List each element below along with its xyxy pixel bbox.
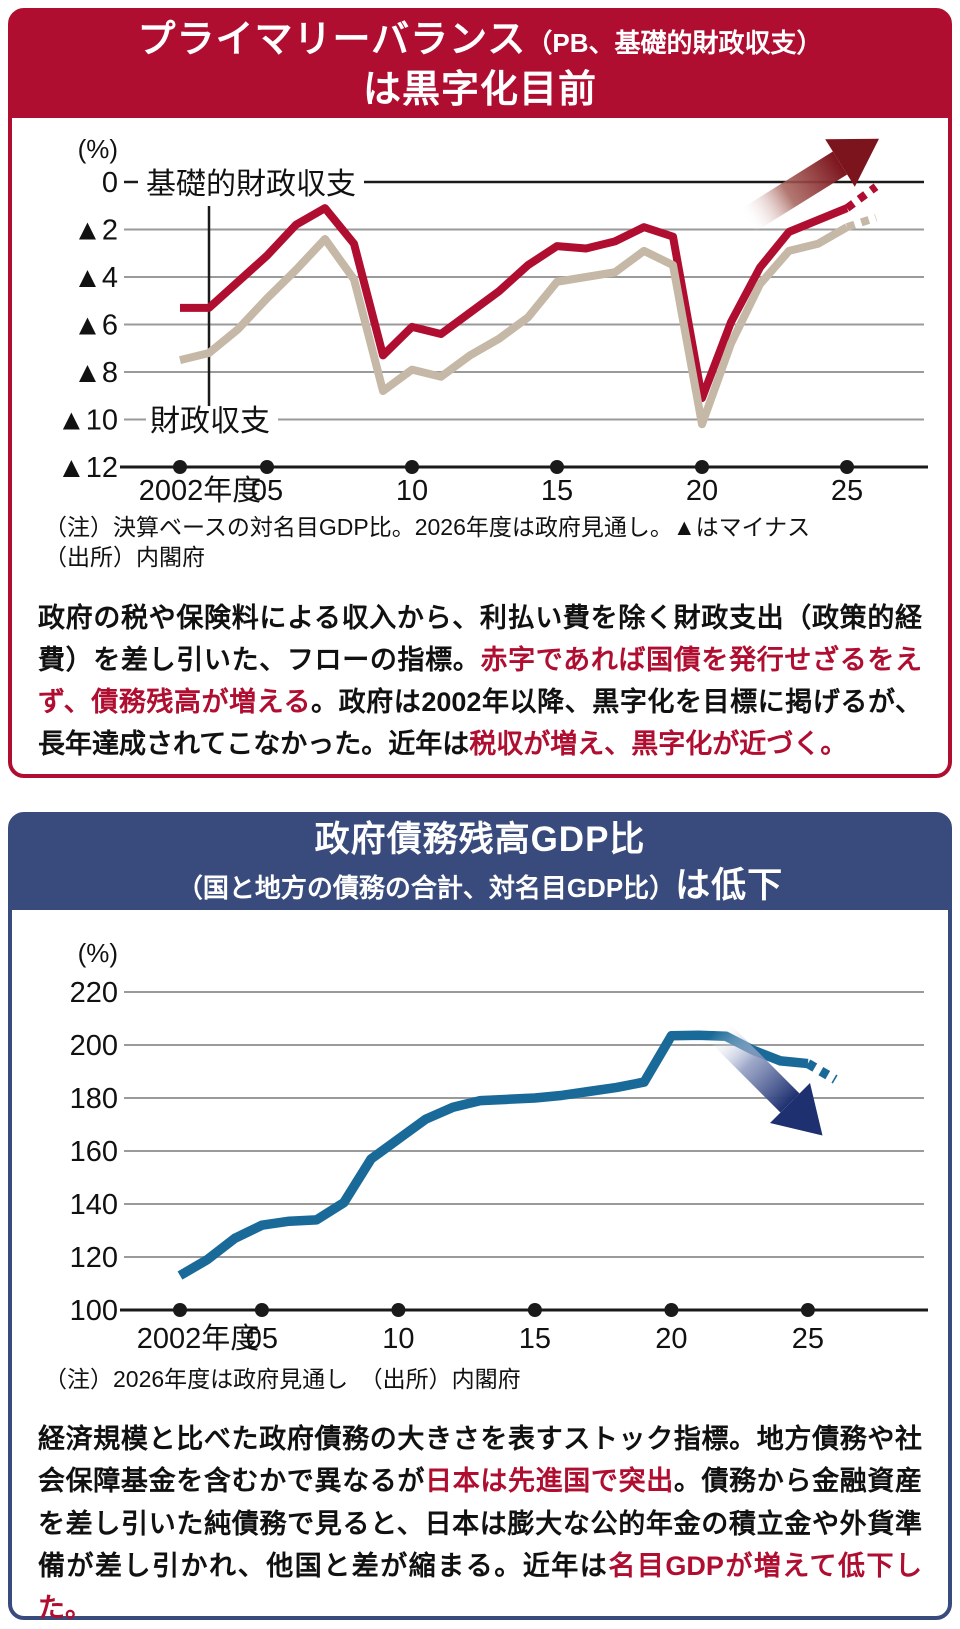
description-segment: 赤字であれば国債を発行せざるをえず、債務残高が増える (38, 644, 923, 717)
y-tick-label: 160 (70, 1136, 118, 1168)
description-segment: 政府の税や保険料による収入から、利払い費を除く財政支出（政策的経費）を差し引いた… (38, 602, 922, 675)
y-tick-label: 220 (70, 977, 118, 1009)
surplus-trend-arrow-icon (739, 138, 879, 233)
panel1-title-line2: は黒字化目前 (362, 69, 597, 111)
x-tick-label: 20 (686, 475, 718, 507)
chart1-note: （注）決算ベースの対名目GDP比。2026年度は政府見通し。▲はマイナス （出所… (44, 512, 948, 573)
x-tick-dot (173, 460, 187, 474)
y-tick-label: 140 (70, 1189, 118, 1221)
x-tick-label: 25 (792, 1323, 824, 1355)
x-tick-label: 15 (519, 1323, 551, 1355)
panel2-description: 経済規模と比べた政府債務の大きさを表すストック指標。地方債務や社会保障基金を含む… (38, 1418, 922, 1629)
primary-balance-panel: プライマリーバランス（PB、基礎的財政収支） は黒字化目前 0 ▲2 ▲4 ▲6 ▲8 ▲… (8, 8, 952, 778)
x-tick-dot (664, 1303, 679, 1317)
data-line (179, 223, 849, 429)
y-tick-label: 100 (70, 1295, 118, 1327)
description-segment: 経済規模と比べた政府債務の大きさを表すストック指標。地方債務や社会保障基金を含む… (38, 1424, 922, 1497)
y-tick-label: 120 (70, 1242, 118, 1274)
debt-gdp-panel: 政府債務残高GDP比 （国と地方の債務の合計、対名目GDP比）は低下 220 20… (8, 812, 952, 1623)
panel1-title: プライマリーバランス (137, 18, 527, 61)
x-tick-dot (260, 460, 274, 474)
y-tick-label: ▲8 (73, 357, 118, 389)
y-tick-label: 0 (102, 167, 118, 199)
panel2-title-suffix: は低下 (675, 866, 784, 905)
panel1-title-paren: （PB、基礎的財政収支） (526, 27, 823, 58)
forecast-dashed-line (845, 213, 878, 231)
chart2-note: （注）2026年度は政府見通し （出所）内閣府 (44, 1364, 948, 1394)
series-label: 基礎的財政収支 (146, 168, 356, 201)
x-tick-dot (391, 1303, 406, 1317)
x-tick-label: 15 (541, 475, 573, 507)
panel1-description: 政府の税や保険料による収入から、利払い費を除く財政支出（政策的経費）を差し引いた… (38, 597, 922, 765)
panel2-title-line2: （国と地方の債務の合計、対名目GDP比）は低下 (12, 863, 948, 909)
x-tick-label: 2002年度 (137, 1322, 260, 1355)
series-label: 財政収支 (150, 405, 270, 438)
x-tick-label: 25 (831, 475, 863, 507)
x-tick-dot (405, 460, 419, 474)
y-axis-unit: (%) (78, 938, 118, 968)
panel2-title: 政府債務残高GDP比 (314, 819, 646, 859)
y-tick-label: 200 (70, 1030, 118, 1062)
x-tick-dot (550, 460, 564, 474)
y-tick-label: 180 (70, 1083, 118, 1115)
panel2-title-paren: （国と地方の債務の合計、対名目GDP比） (176, 873, 676, 903)
x-tick-dot (695, 460, 709, 474)
y-tick-label: ▲2 (73, 215, 118, 247)
x-tick-dot (840, 460, 854, 474)
x-tick-dot (800, 1303, 815, 1317)
data-line (177, 1030, 809, 1280)
x-tick-dot (527, 1303, 542, 1317)
chart1-source: （出所）内閣府 (44, 544, 205, 571)
x-tick-label: 10 (396, 475, 428, 507)
debt-gdp-header: 政府債務残高GDP比 （国と地方の債務の合計、対名目GDP比）は低下 (12, 816, 948, 910)
y-tick-label: ▲12 (57, 452, 118, 484)
x-tick-label: 20 (655, 1323, 687, 1355)
primary-balance-header: プライマリーバランス（PB、基礎的財政収支） は黒字化目前 (12, 12, 948, 118)
forecast-dashed-line (805, 1059, 838, 1084)
x-tick-dot (254, 1303, 269, 1317)
description-segment: 。債務から金融資産を差し引いた純債務で見ると、日本は膨大な公的年金の積立金や外貨… (38, 1466, 923, 1581)
description-segment: 。政府は2002年以降、黒字化を目標に掲げるが、長年達成されてこなかった。近年は (38, 686, 922, 760)
description-segment: 日本は先進国で突出 (425, 1466, 674, 1497)
x-tick-label: 10 (382, 1323, 414, 1355)
y-axis-unit: (%) (78, 134, 118, 164)
forecast-dashed-line (844, 183, 879, 212)
decline-trend-arrow-icon (707, 1020, 823, 1136)
y-tick-label: ▲10 (57, 405, 118, 437)
data-line (180, 204, 849, 403)
panel1-title-line1: プライマリーバランス（PB、基礎的財政収支） (12, 15, 948, 65)
description-segment: 名目GDPが増えて低下した。 (38, 1550, 922, 1623)
x-tick-label: 05 (251, 475, 283, 507)
chart2-note-line1: （注）2026年度は政府見通し （出所）内閣府 (44, 1366, 521, 1392)
x-tick-dot (173, 1303, 187, 1317)
description-segment: 税収が増え、黒字化が近づく。 (469, 729, 848, 760)
chart1-note-line1: （注）決算ベースの対名目GDP比。2026年度は政府見通し。▲はマイナス (44, 514, 811, 540)
y-tick-label: ▲4 (73, 262, 118, 294)
x-tick-label: 05 (246, 1323, 278, 1355)
y-tick-label: ▲6 (73, 310, 118, 342)
x-tick-label: 2002年度 (139, 474, 262, 507)
